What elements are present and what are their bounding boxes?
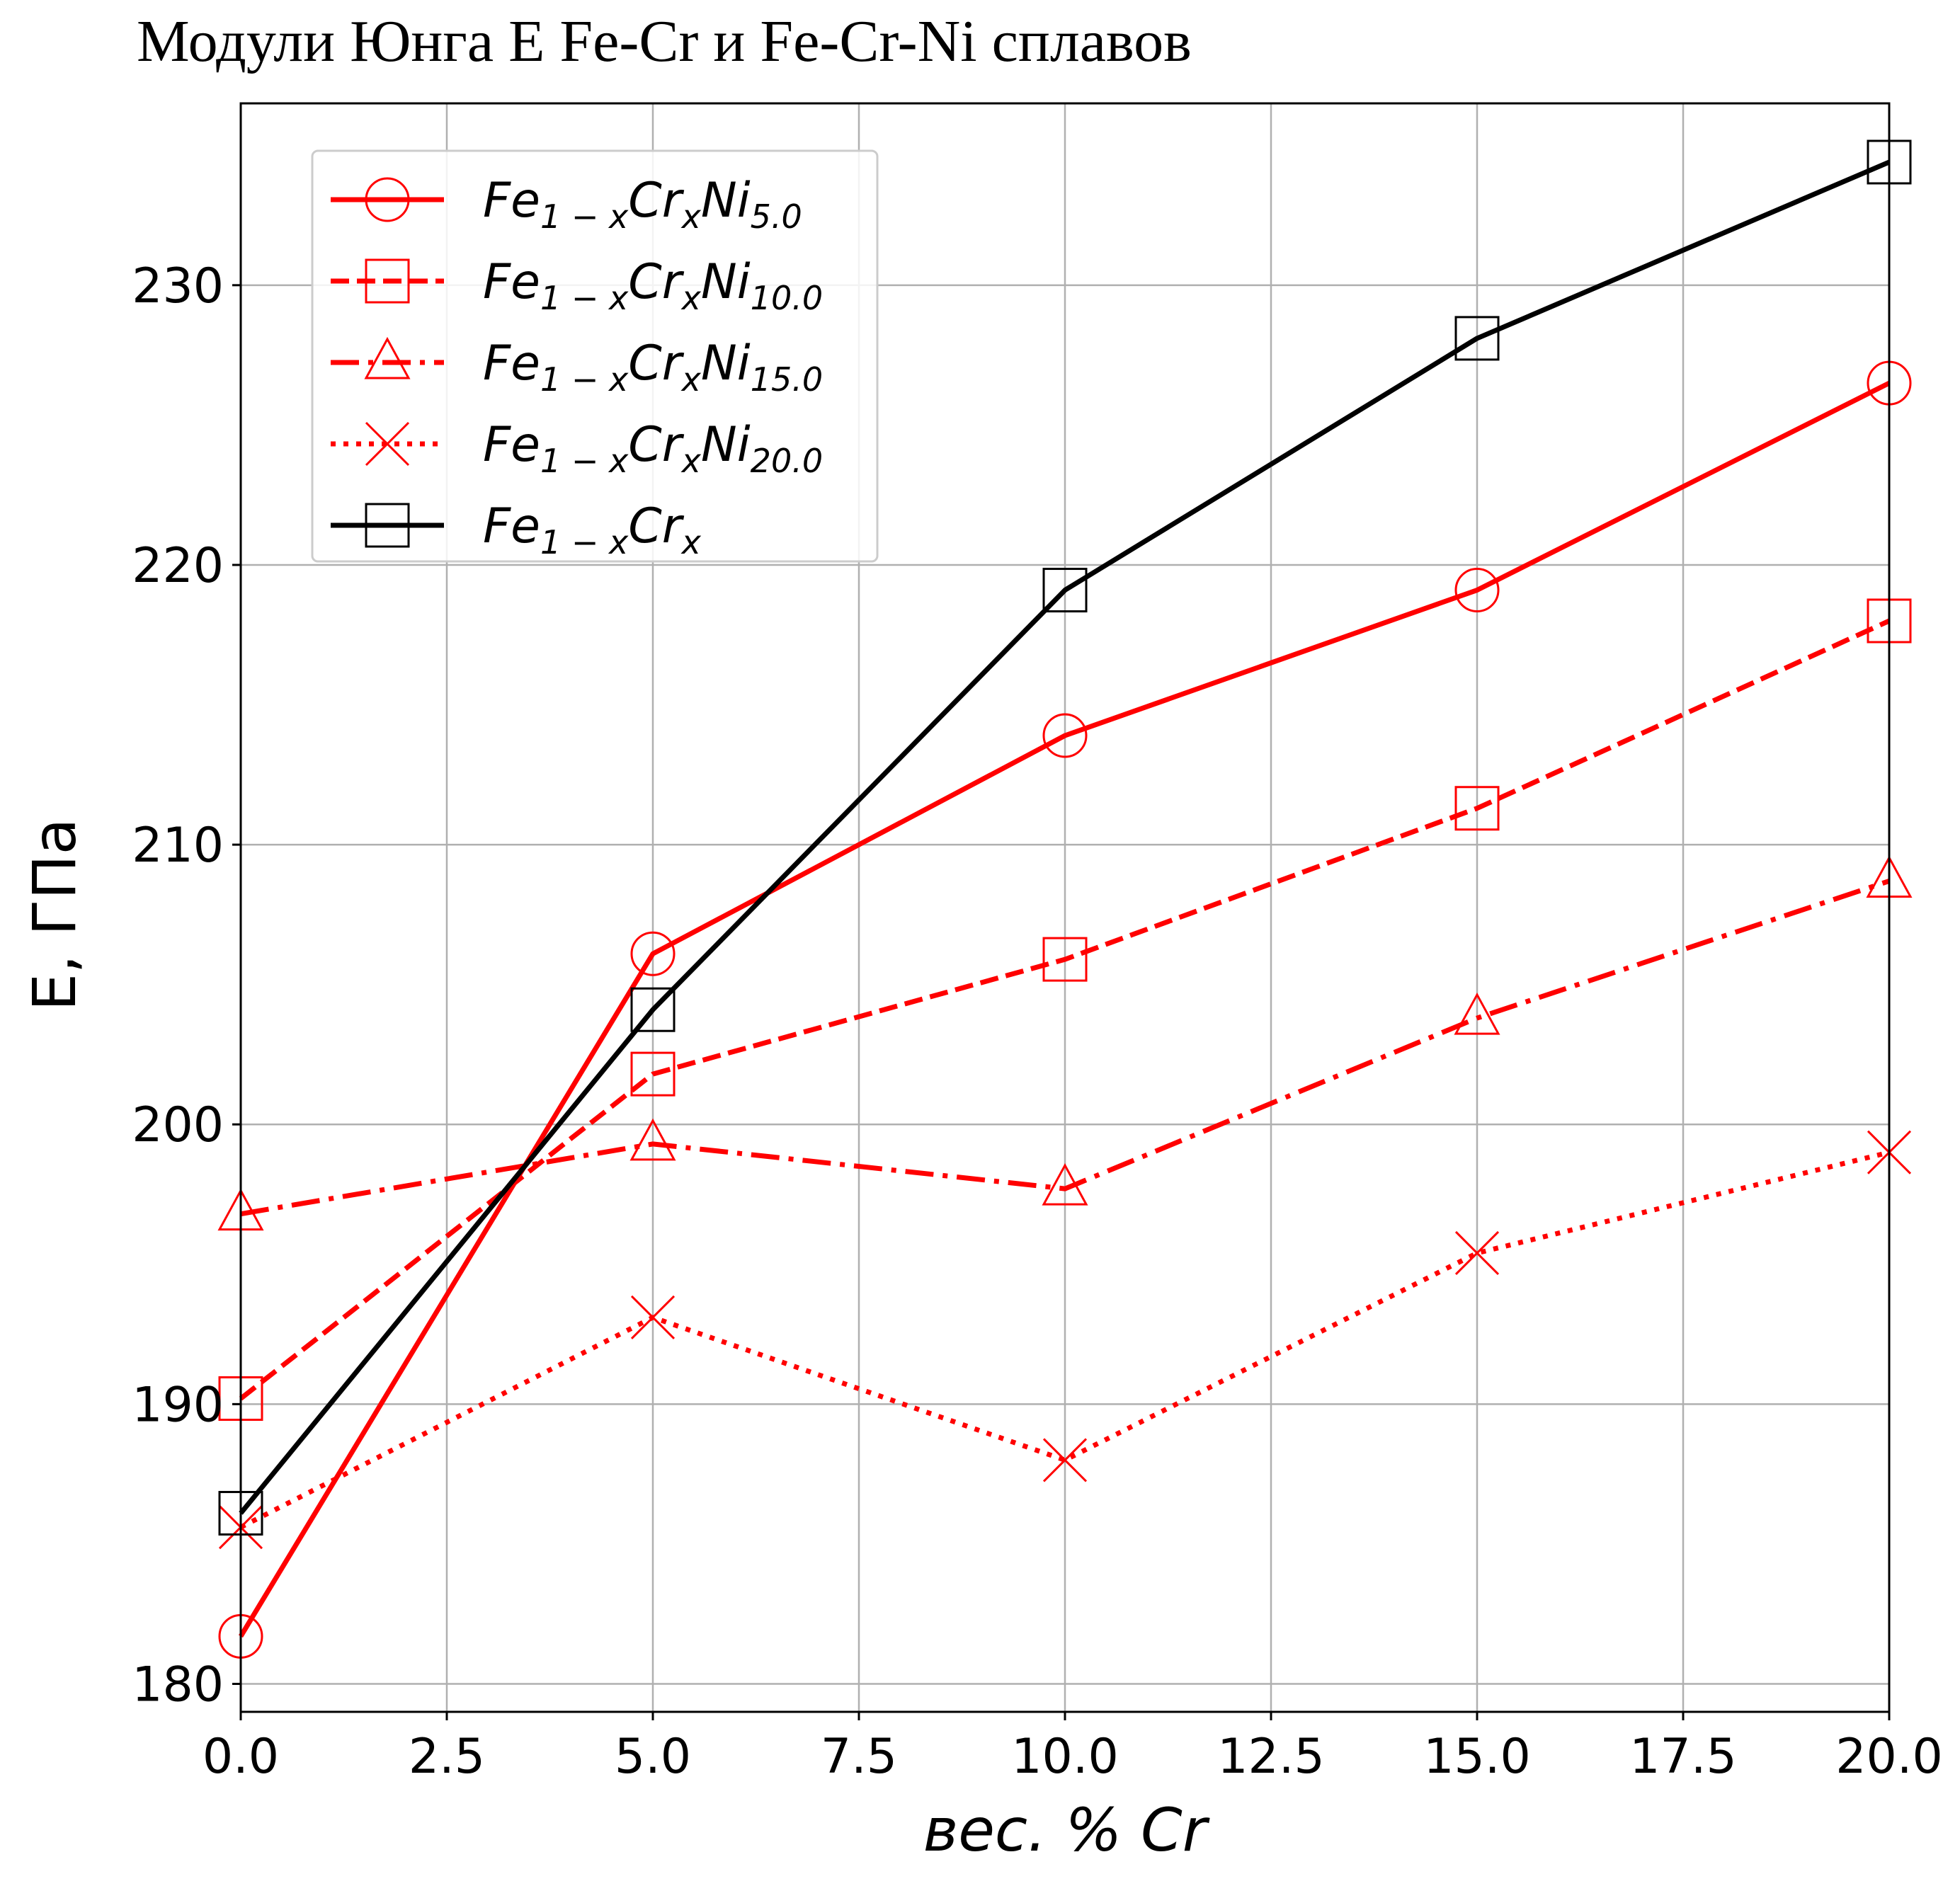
marker-triangle: [1454, 992, 1500, 1035]
legend-label-part: Cr: [628, 498, 684, 554]
y-tick-label: 230: [132, 258, 224, 314]
marker-square: [365, 258, 410, 304]
axis-ticks: 0.0 2.5 5.0 7.5 10.0 12.5 15.0 17.5 20.0 180 190 20…: [132, 258, 1943, 1785]
legend-label-part: 5.0: [751, 198, 802, 236]
marker-circle: [365, 177, 410, 222]
marker-x: [1454, 1230, 1500, 1276]
legend-label-part: Ni: [701, 173, 751, 229]
legend-label: Fe1 − xCrx: [483, 498, 702, 561]
legend-label-part: 1 − x: [540, 360, 629, 399]
legend-label-part: Cr: [628, 336, 684, 392]
marker-x-stroke: [365, 421, 410, 467]
legend-label: Fe1 − xCrxNi5.0: [483, 173, 802, 236]
legend-label-part: 1 − x: [540, 279, 629, 317]
y-tick-label: 210: [132, 818, 224, 874]
legend-entry: Fe1 − xCrxNi20.0: [331, 417, 823, 480]
legend-entry: Fe1 − xCrx: [331, 498, 702, 561]
marker-square: [1042, 937, 1088, 982]
marker-square: [1454, 316, 1500, 361]
legend-label-part: Ni: [701, 336, 751, 392]
legend-label-part: x: [680, 360, 702, 399]
marker-triangle: [1042, 1162, 1088, 1206]
legend-label-part: 20.0: [751, 442, 823, 480]
legend-label-part: x: [680, 198, 702, 236]
legend-label-part: Fe: [483, 498, 540, 554]
x-tick-label: 15.0: [1423, 1729, 1530, 1785]
x-tick-label: 17.5: [1629, 1729, 1736, 1785]
chart-title: Модули Юнга E Fe-Cr и Fe-Cr-Ni сплавов: [137, 8, 1192, 74]
legend-label-part: Cr: [628, 173, 684, 229]
grid: [239, 103, 1891, 1712]
legend-label-part: 1 − x: [540, 442, 629, 480]
marker-square: [1454, 786, 1500, 831]
x-tick-label: 7.5: [821, 1729, 897, 1785]
x-tick-label: 10.0: [1011, 1729, 1118, 1785]
y-tick-label: 190: [132, 1377, 224, 1433]
legend-label-part: Fe: [483, 173, 540, 229]
legend-label-part: 1 − x: [540, 523, 629, 561]
marker-x-stroke: [630, 1295, 676, 1339]
marker-triangle: [364, 336, 411, 379]
legend-box: [311, 149, 879, 563]
marker-x: [1042, 1438, 1088, 1482]
series-line: [239, 618, 1891, 1401]
y-tick-label: 180: [132, 1657, 224, 1713]
series-3: [217, 855, 1913, 1231]
legend-entry: Fe1 − xCrxNi5.0: [331, 173, 802, 236]
marker-circle: [1042, 713, 1088, 758]
legend-label: Fe1 − xCrxNi15.0: [483, 336, 823, 399]
legend-entry: Fe1 − xCrxNi10.0: [331, 254, 823, 317]
y-tick-label: 200: [132, 1097, 224, 1153]
marker-square: [1042, 568, 1088, 613]
marker-x: [365, 421, 410, 467]
marker-circle: [630, 931, 676, 976]
legend-label-part: Fe: [483, 336, 540, 392]
legend-label-part: x: [680, 523, 702, 561]
legend-label: Fe1 − xCrxNi10.0: [483, 254, 823, 317]
legend-label: Fe1 − xCrxNi20.0: [483, 417, 823, 480]
legend-label-part: Cr: [628, 417, 684, 473]
legend-label-part: Fe: [483, 254, 540, 310]
x-tick-label: 12.5: [1217, 1729, 1324, 1785]
marker-x-stroke: [1454, 1230, 1500, 1276]
y-tick-label: 220: [132, 538, 224, 594]
series-layer: [217, 139, 1913, 1659]
marker-square: [630, 987, 676, 1032]
legend-label-part: Ni: [701, 254, 751, 310]
x-tick-label: 20.0: [1835, 1729, 1942, 1785]
marker-circle: [1454, 568, 1500, 613]
legend-label-part: Ni: [701, 417, 751, 473]
legend-label-part: 10.0: [751, 279, 823, 317]
series-line: [240, 879, 1891, 1217]
legend-entry: Fe1 − xCrxNi15.0: [331, 336, 823, 399]
x-tick-label: 2.5: [409, 1729, 485, 1785]
legend-label-part: Cr: [628, 254, 684, 310]
legend-label-part: x: [680, 442, 702, 480]
legend-label-part: Fe: [483, 417, 540, 473]
marker-square: [630, 1051, 676, 1097]
series-line: [239, 159, 1891, 1515]
marker-x: [630, 1295, 676, 1339]
x-tick-label: 0.0: [203, 1729, 279, 1785]
x-axis-label: вес. % Cr: [923, 1795, 1210, 1865]
marker-triangle: [629, 1118, 676, 1161]
legend-label-part: 1 − x: [540, 198, 629, 236]
legend-label-part: x: [680, 279, 702, 317]
y-axis-label: E, ГПа: [20, 818, 89, 1011]
marker-square: [365, 503, 410, 548]
series-line: [239, 1150, 1890, 1530]
x-tick-label: 5.0: [615, 1729, 691, 1785]
marker-x-stroke: [1042, 1438, 1088, 1482]
legend-label-part: 15.0: [751, 360, 823, 399]
